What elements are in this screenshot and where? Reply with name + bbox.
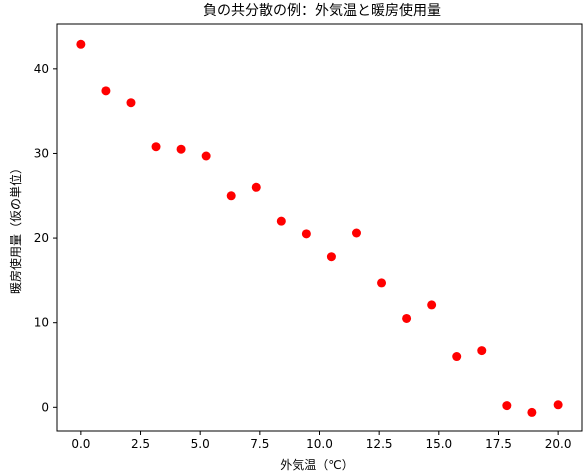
y-axis-label: 暖房使用量（仮の単位）: [8, 162, 23, 294]
data-point: [527, 407, 537, 417]
data-point: [553, 400, 563, 410]
data-point: [301, 229, 311, 239]
data-point: [326, 252, 336, 262]
x-tick-label: 17.5: [485, 437, 512, 451]
y-tick-label: 30: [34, 146, 49, 160]
x-tick-label: 2.5: [131, 437, 150, 451]
data-point: [226, 191, 236, 201]
x-axis: 0.0 2.5 5.0 7.5 10.0 12.5 15.0 17.5 20.0: [71, 431, 571, 451]
y-tick-label: 40: [34, 62, 49, 76]
y-axis: 0 10 20 30 40: [34, 62, 57, 414]
x-tick-label: 15.0: [425, 437, 452, 451]
x-tick-label: 5.0: [191, 437, 210, 451]
chart-title: 負の共分散の例：外気温と暖房使用量: [203, 2, 441, 19]
data-point: [101, 86, 111, 96]
y-tick-label: 10: [34, 316, 49, 330]
data-point: [76, 39, 86, 49]
x-tick-label: 20.0: [545, 437, 572, 451]
x-tick-label: 10.0: [306, 437, 333, 451]
data-point: [402, 313, 412, 323]
data-point: [276, 216, 286, 226]
data-point: [251, 182, 261, 192]
y-tick-label: 20: [34, 231, 49, 245]
data-point: [126, 98, 136, 108]
x-tick-label: 12.5: [366, 437, 393, 451]
data-points: [76, 39, 563, 417]
x-tick-label: 7.5: [250, 437, 269, 451]
y-tick-label: 0: [41, 400, 49, 414]
data-point: [502, 401, 512, 411]
data-point: [427, 300, 437, 310]
data-point: [452, 352, 462, 362]
data-point: [201, 151, 211, 161]
data-point: [151, 142, 161, 152]
x-axis-label: 外気温（℃）: [280, 457, 353, 472]
data-point: [176, 144, 186, 154]
data-point: [477, 346, 487, 356]
data-point: [351, 228, 361, 238]
data-point: [377, 278, 387, 288]
plot-area: [56, 23, 583, 432]
x-tick-label: 0.0: [71, 437, 90, 451]
